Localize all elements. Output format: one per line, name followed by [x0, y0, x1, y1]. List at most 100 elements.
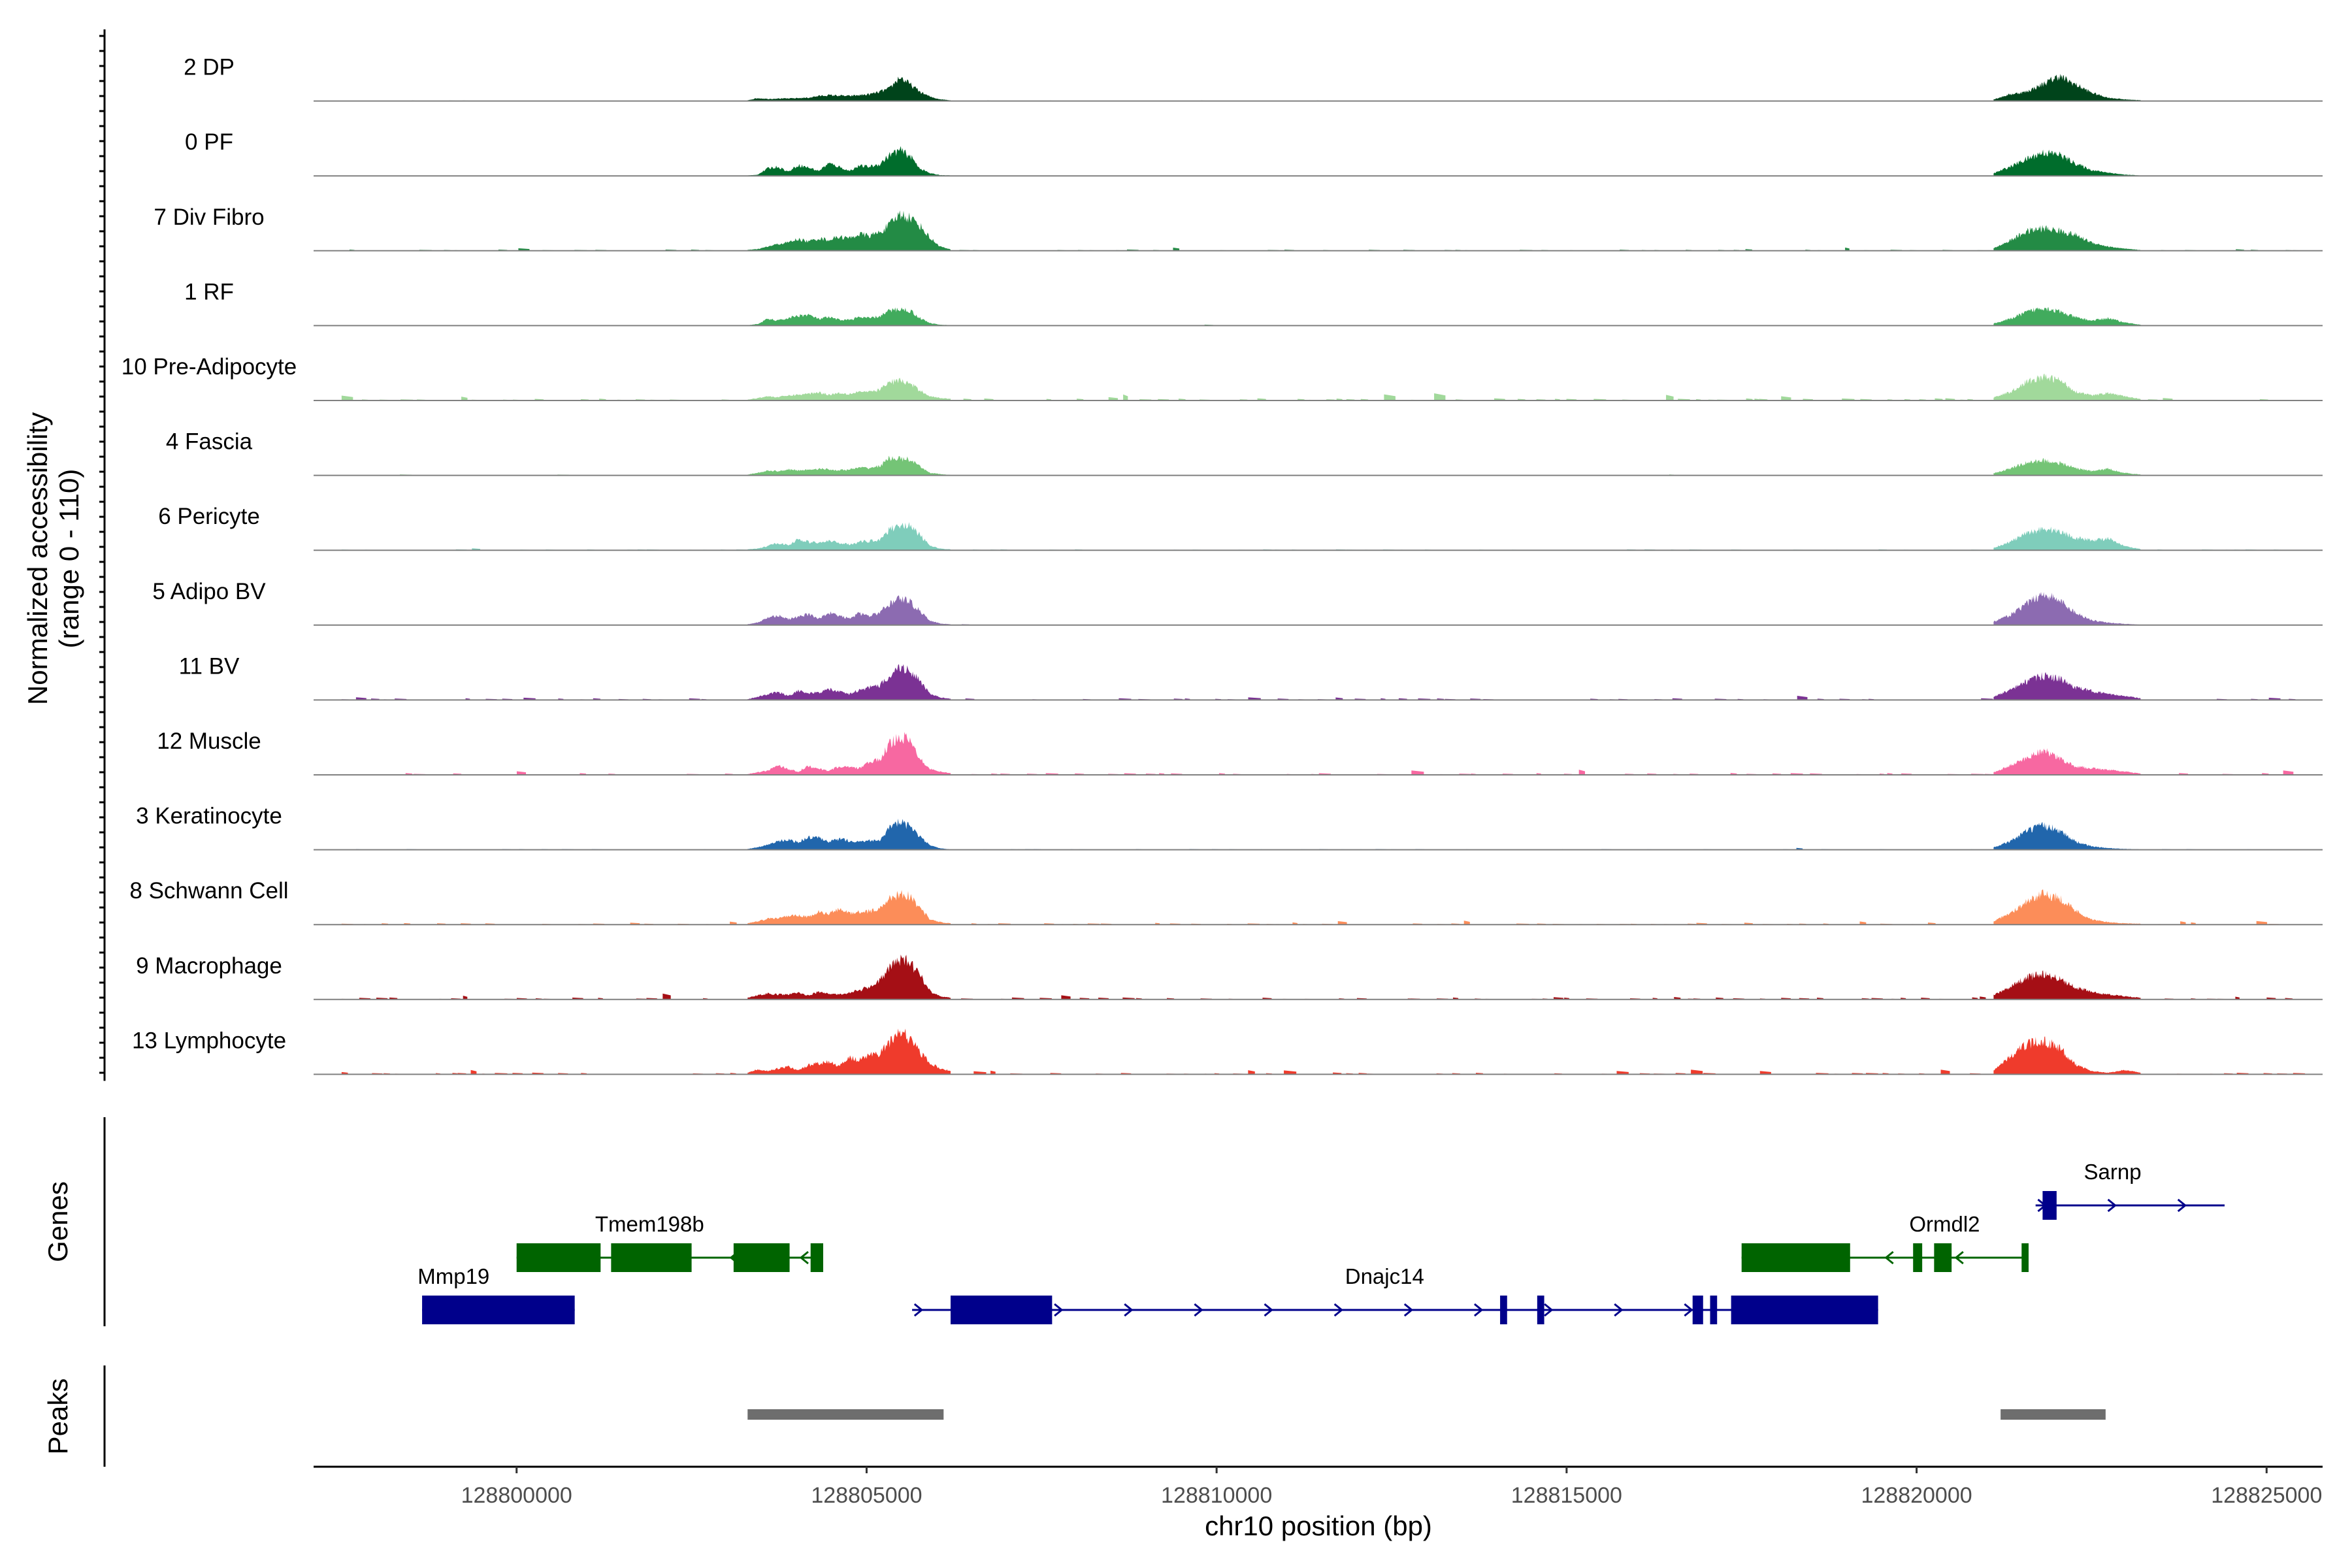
coverage-tracks: 2 DP 0 PF 7 Div Fibro 1 RF 10 Pre-Adipocyte 4… [122, 55, 2323, 1075]
strand-arrow [799, 1250, 809, 1265]
gene-exon [1692, 1296, 1703, 1324]
coverage-noise [516, 771, 527, 775]
x-tick-label: 128810000 [1161, 1483, 1272, 1508]
track-label: 5 Adipo BV [152, 579, 266, 604]
coverage-noise [2235, 996, 2240, 1000]
x-tick-label: 128800000 [461, 1483, 572, 1508]
gene-exon [2042, 1191, 2057, 1220]
gene-label: Sarnp [2084, 1160, 2142, 1184]
gene-dnajc14: Dnajc14 [912, 1264, 1878, 1324]
gene-exon [1710, 1296, 1718, 1324]
gene-tmem198b: Tmem198b [516, 1212, 823, 1272]
coverage-noise [1578, 770, 1586, 775]
coverage-peak-main [747, 307, 951, 326]
strand-arrow [1473, 1303, 1484, 1317]
coverage-peak-secondary [1993, 970, 2141, 1000]
coverage-noise [1781, 396, 1791, 400]
track-9-macrophage: 9 Macrophage [136, 953, 2323, 1000]
track-label: 12 Muscle [157, 728, 261, 754]
coverage-noise [341, 395, 353, 400]
strand-arrow [1684, 1303, 1693, 1317]
x-axis: 128800000 128805000 128810000 128815000 1288… [314, 1465, 2323, 1508]
coverage-noise [662, 993, 671, 1000]
gene-exon [516, 1243, 601, 1272]
track-1-rf: 1 RF [184, 279, 2323, 327]
track-label: 0 PF [185, 129, 233, 155]
gene-exon [733, 1243, 790, 1272]
peaks-track-title: Peaks [42, 1379, 73, 1455]
track-label: 11 BV [179, 653, 240, 679]
strand-arrow [1884, 1250, 1894, 1265]
coverage-peak-secondary [1993, 149, 2141, 176]
gene-exon [1500, 1296, 1507, 1324]
track-3-keratinocyte: 3 Keratinocyte [136, 804, 2323, 851]
coverage-noise [1337, 921, 1347, 925]
coverage-noise [1463, 921, 1470, 925]
y-axis-title-line2: (range 0 - 110) [54, 469, 84, 649]
track-0-pf: 0 PF [185, 129, 2323, 177]
gene-exon [1934, 1243, 1952, 1272]
coverage-peak-main [747, 522, 951, 551]
gene-mmp19: Mmp19 [417, 1264, 575, 1324]
x-tick-label: 128815000 [1511, 1483, 1622, 1508]
strand-arrow [2177, 1198, 2187, 1213]
coverage-peak-secondary [1993, 748, 2141, 775]
track-label: 1 RF [184, 279, 234, 304]
coverage-peak-main [747, 819, 951, 850]
coverage-noise [1980, 996, 1986, 1000]
gene-label: Tmem198b [595, 1212, 704, 1236]
coverage-peak-main [747, 378, 951, 400]
coverage-peak-secondary [1993, 1036, 2141, 1075]
coverage-peak-main [747, 146, 951, 176]
gene-exon [1537, 1296, 1544, 1324]
coverage-noise [355, 697, 367, 700]
x-tick-label: 128805000 [811, 1483, 922, 1508]
gene-sarnp: Sarnp [2035, 1160, 2225, 1220]
peak-region [747, 1409, 944, 1420]
coverage-peak-secondary [1993, 225, 2141, 251]
coverage-noise [470, 1070, 477, 1075]
coverage-peak-secondary [1993, 672, 2141, 700]
strand-arrow [1333, 1303, 1344, 1317]
gene-exon [611, 1243, 692, 1272]
coverage-peak-main [747, 210, 951, 251]
track-10-pre-adipocyte: 10 Pre-Adipocyte [122, 354, 2323, 401]
track-label: 6 Pericyte [158, 504, 260, 529]
coverage-noise [1691, 1070, 1703, 1075]
track-label: 9 Macrophage [136, 953, 282, 979]
genes-track-title: Genes [42, 1181, 73, 1262]
gene-exon [422, 1296, 575, 1324]
coverage-noise [1061, 995, 1071, 1000]
gene-exon [1741, 1243, 1850, 1272]
coverage-noise [973, 1071, 987, 1075]
gene-annotation-track: Mmp19 Tmem198b Dnajc14 Ormdl2 Sarnp [103, 1117, 2225, 1326]
coverage-peak-secondary [1993, 458, 2141, 476]
coverage-peak-main [747, 664, 951, 700]
coverage-peak-secondary [1993, 591, 2141, 625]
gene-exon [1731, 1296, 1878, 1324]
coverage-noise [2256, 921, 2268, 925]
track-5-adipo-bv: 5 Adipo BV [152, 579, 2323, 626]
track-13-lymphocyte: 13 Lymphocyte [132, 1028, 2323, 1075]
coverage-peak-main [747, 955, 951, 1000]
coverage-noise [1173, 247, 1180, 251]
strand-arrow [1403, 1303, 1414, 1317]
coverage-noise [1123, 394, 1128, 400]
coverage-noise [1248, 1070, 1255, 1075]
coverage-noise [1666, 395, 1674, 400]
coverage-noise [1616, 1071, 1629, 1075]
coverage-peak-main [747, 732, 951, 775]
coverage-noise [461, 397, 468, 400]
track-11-bv: 11 BV [179, 653, 2323, 701]
coverage-peak-main [747, 890, 951, 925]
coverage-noise [1940, 1070, 1950, 1075]
coverage-peak-secondary [1993, 307, 2141, 326]
strand-arrow [913, 1303, 924, 1317]
peak-region [2001, 1409, 2106, 1420]
coverage-noise [1845, 247, 1850, 251]
coverage-peak-secondary [1993, 889, 2141, 925]
coverage-peak-secondary [1993, 527, 2141, 551]
coverage-peak-main [747, 76, 951, 101]
coverage-noise [463, 995, 468, 1000]
